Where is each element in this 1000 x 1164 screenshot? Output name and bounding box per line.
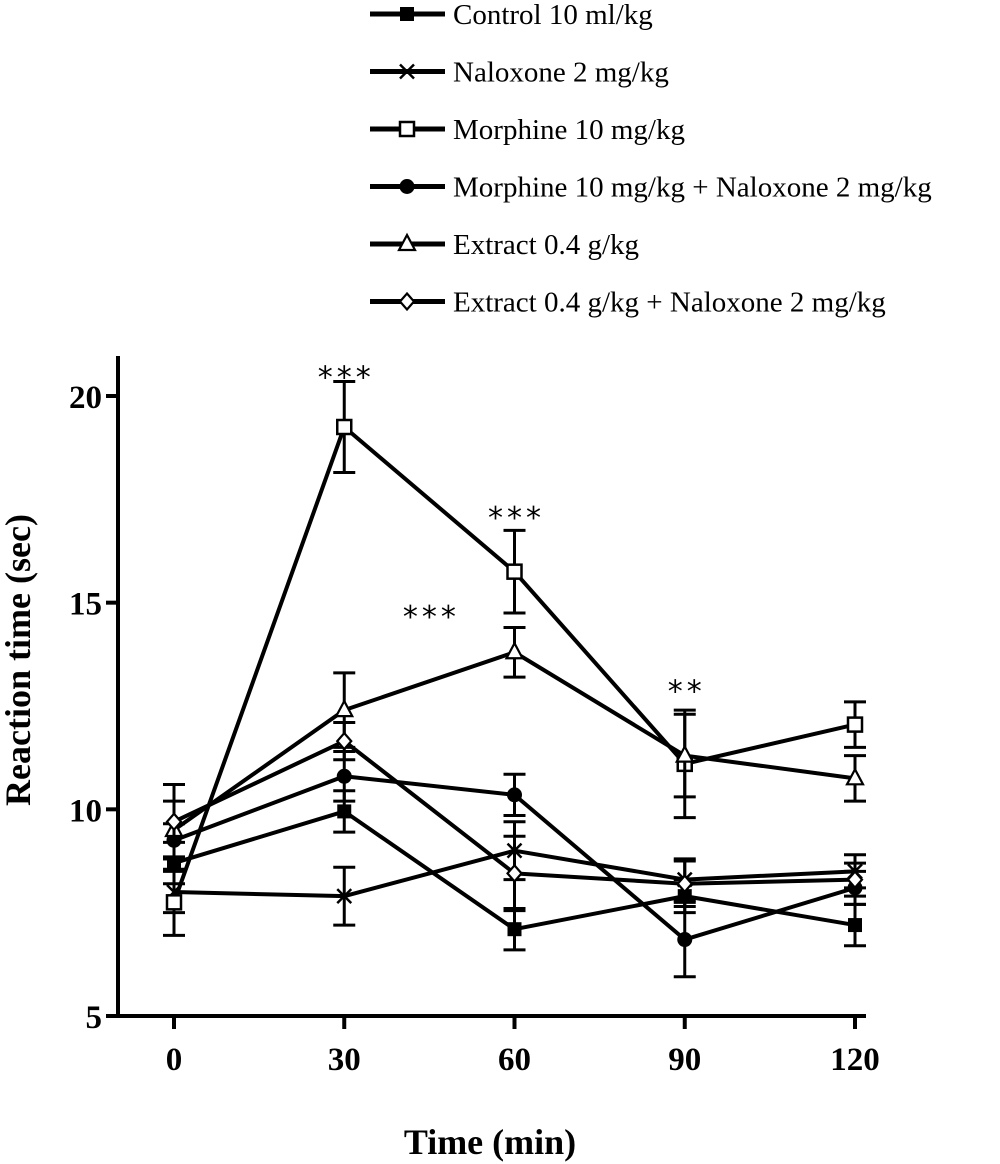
series [163, 721, 866, 913]
data-point [676, 874, 694, 894]
data-point [334, 698, 355, 718]
legend-item: Morphine 10 mg/kg + Naloxone 2 mg/kg [370, 172, 932, 204]
marker-shape [398, 291, 416, 312]
x-tick-label: 60 [498, 1042, 531, 1078]
legend-item: Naloxone 2 mg/kg [370, 57, 669, 89]
data-point [335, 731, 353, 751]
data-point [507, 787, 522, 803]
series-layer [163, 380, 866, 979]
y-axis-title: Reaction time (sec) [0, 514, 38, 806]
significance-marker: ** [668, 674, 706, 709]
legend-label: Morphine 10 mg/kg + Naloxone 2 mg/kg [453, 172, 932, 204]
legend-item: Extract 0.4 g/kg + Naloxone 2 mg/kg [370, 287, 886, 319]
marker-shape [334, 698, 355, 718]
marker-shape [676, 874, 694, 894]
data-point [506, 563, 523, 580]
marker-shape [336, 768, 352, 784]
marker-shape [165, 812, 183, 832]
marker-shape [337, 804, 352, 819]
data-point [506, 863, 523, 884]
legend-label: Extract 0.4 g/kg + Naloxone 2 mg/kg [453, 287, 886, 319]
data-point [165, 812, 183, 832]
legend-label: Naloxone 2 mg/kg [453, 57, 669, 89]
marker-shape [506, 863, 523, 884]
series [163, 380, 866, 937]
y-tick-label: 10 [69, 793, 102, 829]
legend-item: Morphine 10 mg/kg [370, 114, 685, 146]
data-point [848, 918, 862, 933]
marker-shape [397, 232, 417, 252]
legend-item: Control 10 ml/kg [370, 0, 653, 31]
legend: Control 10 ml/kg Naloxone 2 mg/kg Morphine… [370, 0, 932, 319]
legend-label: Extract 0.4 g/kg [453, 229, 639, 261]
x-tick-label: 30 [328, 1042, 361, 1078]
data-point [336, 418, 353, 436]
data-point [336, 768, 352, 784]
data-point [674, 744, 695, 763]
marker-shape [336, 888, 353, 905]
legend-item: Extract 0.4 g/kg [370, 229, 639, 261]
significance-marker: *** [488, 501, 545, 536]
x-axis-title: Time (min) [404, 1122, 576, 1162]
data-point [336, 888, 353, 905]
marker-shape [846, 716, 864, 733]
legend-marker [399, 179, 415, 194]
legend-label: Morphine 10 mg/kg [453, 114, 685, 146]
marker-shape [165, 894, 183, 911]
marker-shape [399, 179, 415, 194]
legend-marker [400, 7, 414, 21]
legend-marker [398, 120, 416, 138]
marker-shape [507, 922, 522, 937]
legend-label: Control 10 ml/kg [453, 0, 653, 31]
marker-shape [336, 418, 353, 436]
legend-marker [397, 232, 417, 252]
x-tick-label: 0 [166, 1042, 183, 1078]
marker-shape [335, 731, 353, 751]
x-tick-label: 120 [830, 1042, 880, 1078]
data-point [165, 894, 183, 911]
marker-shape [506, 563, 523, 580]
marker-shape [677, 932, 693, 948]
legend-marker [399, 63, 415, 80]
marker-shape [399, 63, 415, 80]
significance-marker: *** [403, 600, 460, 635]
legend-marker [398, 291, 416, 312]
marker-shape [400, 7, 414, 21]
marker-shape [674, 744, 695, 763]
marker-shape [507, 787, 522, 803]
data-point [846, 716, 864, 733]
marker-shape [845, 766, 865, 786]
data-point [504, 640, 525, 660]
data-point [846, 869, 864, 890]
data-point [677, 932, 693, 948]
data-point [845, 766, 865, 786]
marker-shape [504, 640, 525, 660]
data-point [507, 922, 522, 937]
axes: 5 10 15 20 0 30 60 90 120 [69, 356, 880, 1078]
significance-marker: *** [318, 360, 375, 395]
x-tick-label: 90 [668, 1042, 701, 1078]
marker-shape [846, 869, 864, 890]
y-tick-label: 20 [69, 380, 102, 416]
marker-shape [398, 120, 416, 138]
y-tick-label: 5 [86, 1000, 103, 1036]
data-point [337, 804, 352, 819]
marker-shape [848, 918, 862, 933]
significance-annotations: *********** [318, 360, 706, 709]
y-tick-label: 15 [69, 587, 102, 623]
